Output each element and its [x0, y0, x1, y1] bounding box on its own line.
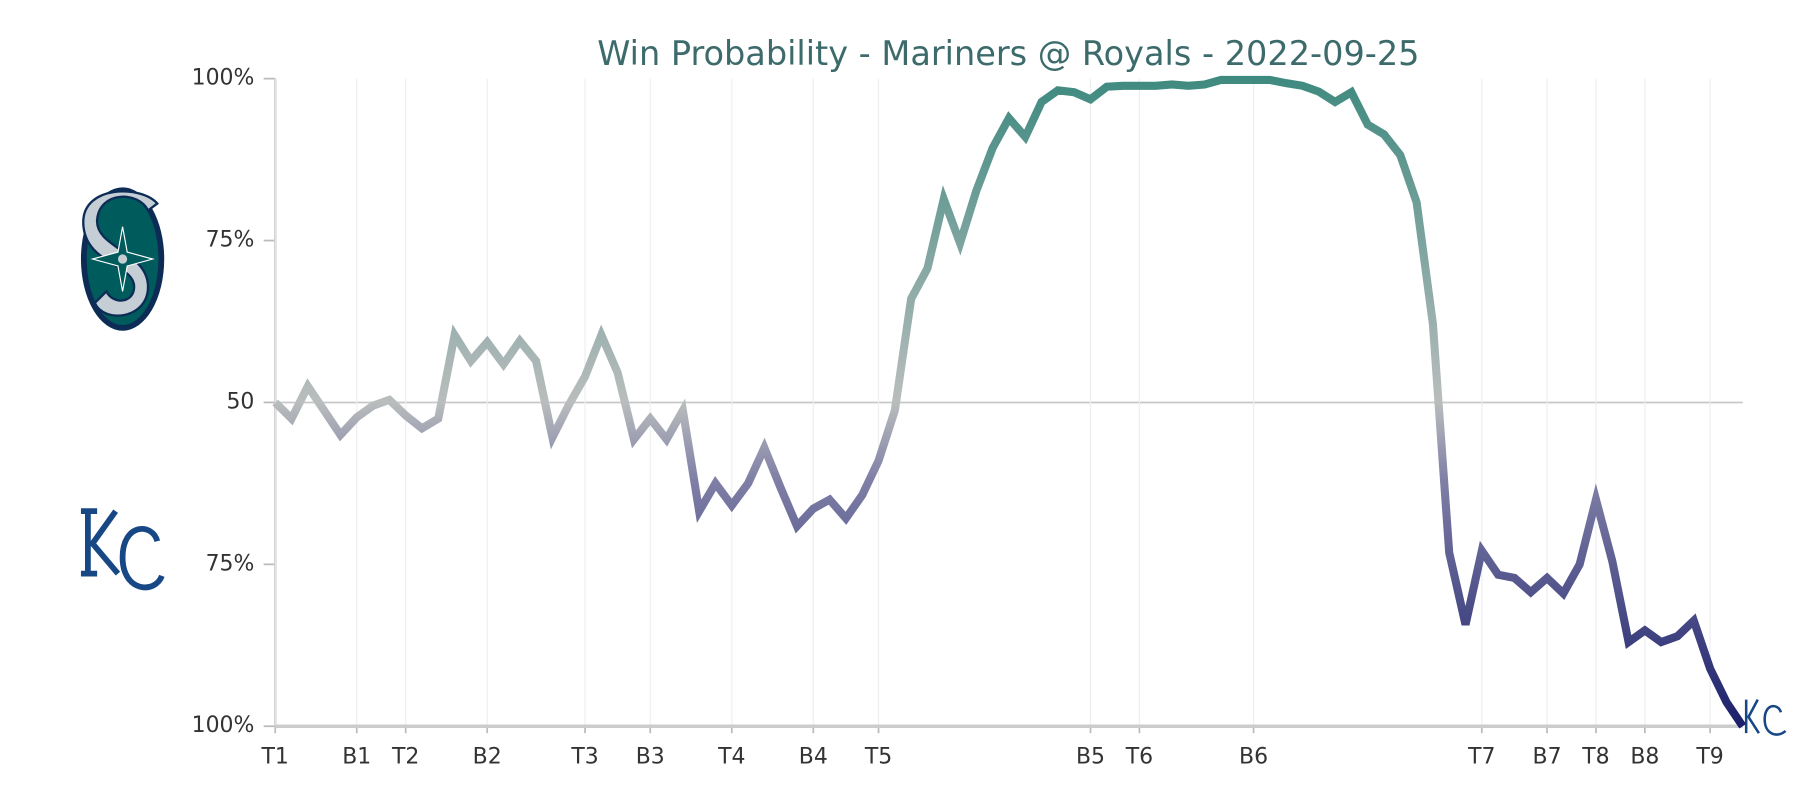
x-tick-label: B3	[636, 744, 665, 769]
y-tick-label: 75%	[206, 228, 255, 253]
x-tick-label: B7	[1533, 744, 1562, 769]
royals-end-logo	[1744, 699, 1787, 736]
x-tick-label: B2	[473, 744, 502, 769]
x-tick-label: T2	[391, 744, 419, 769]
royals-logo	[80, 508, 165, 591]
win-probability-line	[272, 75, 1747, 729]
chart-title: Win Probability - Mariners @ Royals - 20…	[597, 34, 1419, 73]
x-tick-label: T8	[1581, 744, 1609, 769]
x-tick-label: T9	[1695, 744, 1723, 769]
x-tick-label: T3	[570, 744, 598, 769]
x-tick-label: T6	[1125, 744, 1153, 769]
y-tick-label: 100%	[192, 713, 255, 738]
x-tick-label: B6	[1239, 744, 1268, 769]
x-tick-label: T1	[261, 744, 289, 769]
x-tick-label: T4	[717, 744, 745, 769]
y-tick-label: 75%	[206, 551, 255, 576]
y-tick-label: 50	[226, 389, 254, 414]
y-tick-label: 100%	[192, 66, 255, 91]
mariners-logo	[80, 187, 165, 331]
x-tick-label: B1	[342, 744, 371, 769]
x-tick-label: T5	[864, 744, 892, 769]
x-tick-label: B5	[1076, 744, 1105, 769]
x-tick-label: T7	[1467, 744, 1495, 769]
x-tick-label: B4	[799, 744, 828, 769]
x-tick-label: B8	[1630, 744, 1659, 769]
